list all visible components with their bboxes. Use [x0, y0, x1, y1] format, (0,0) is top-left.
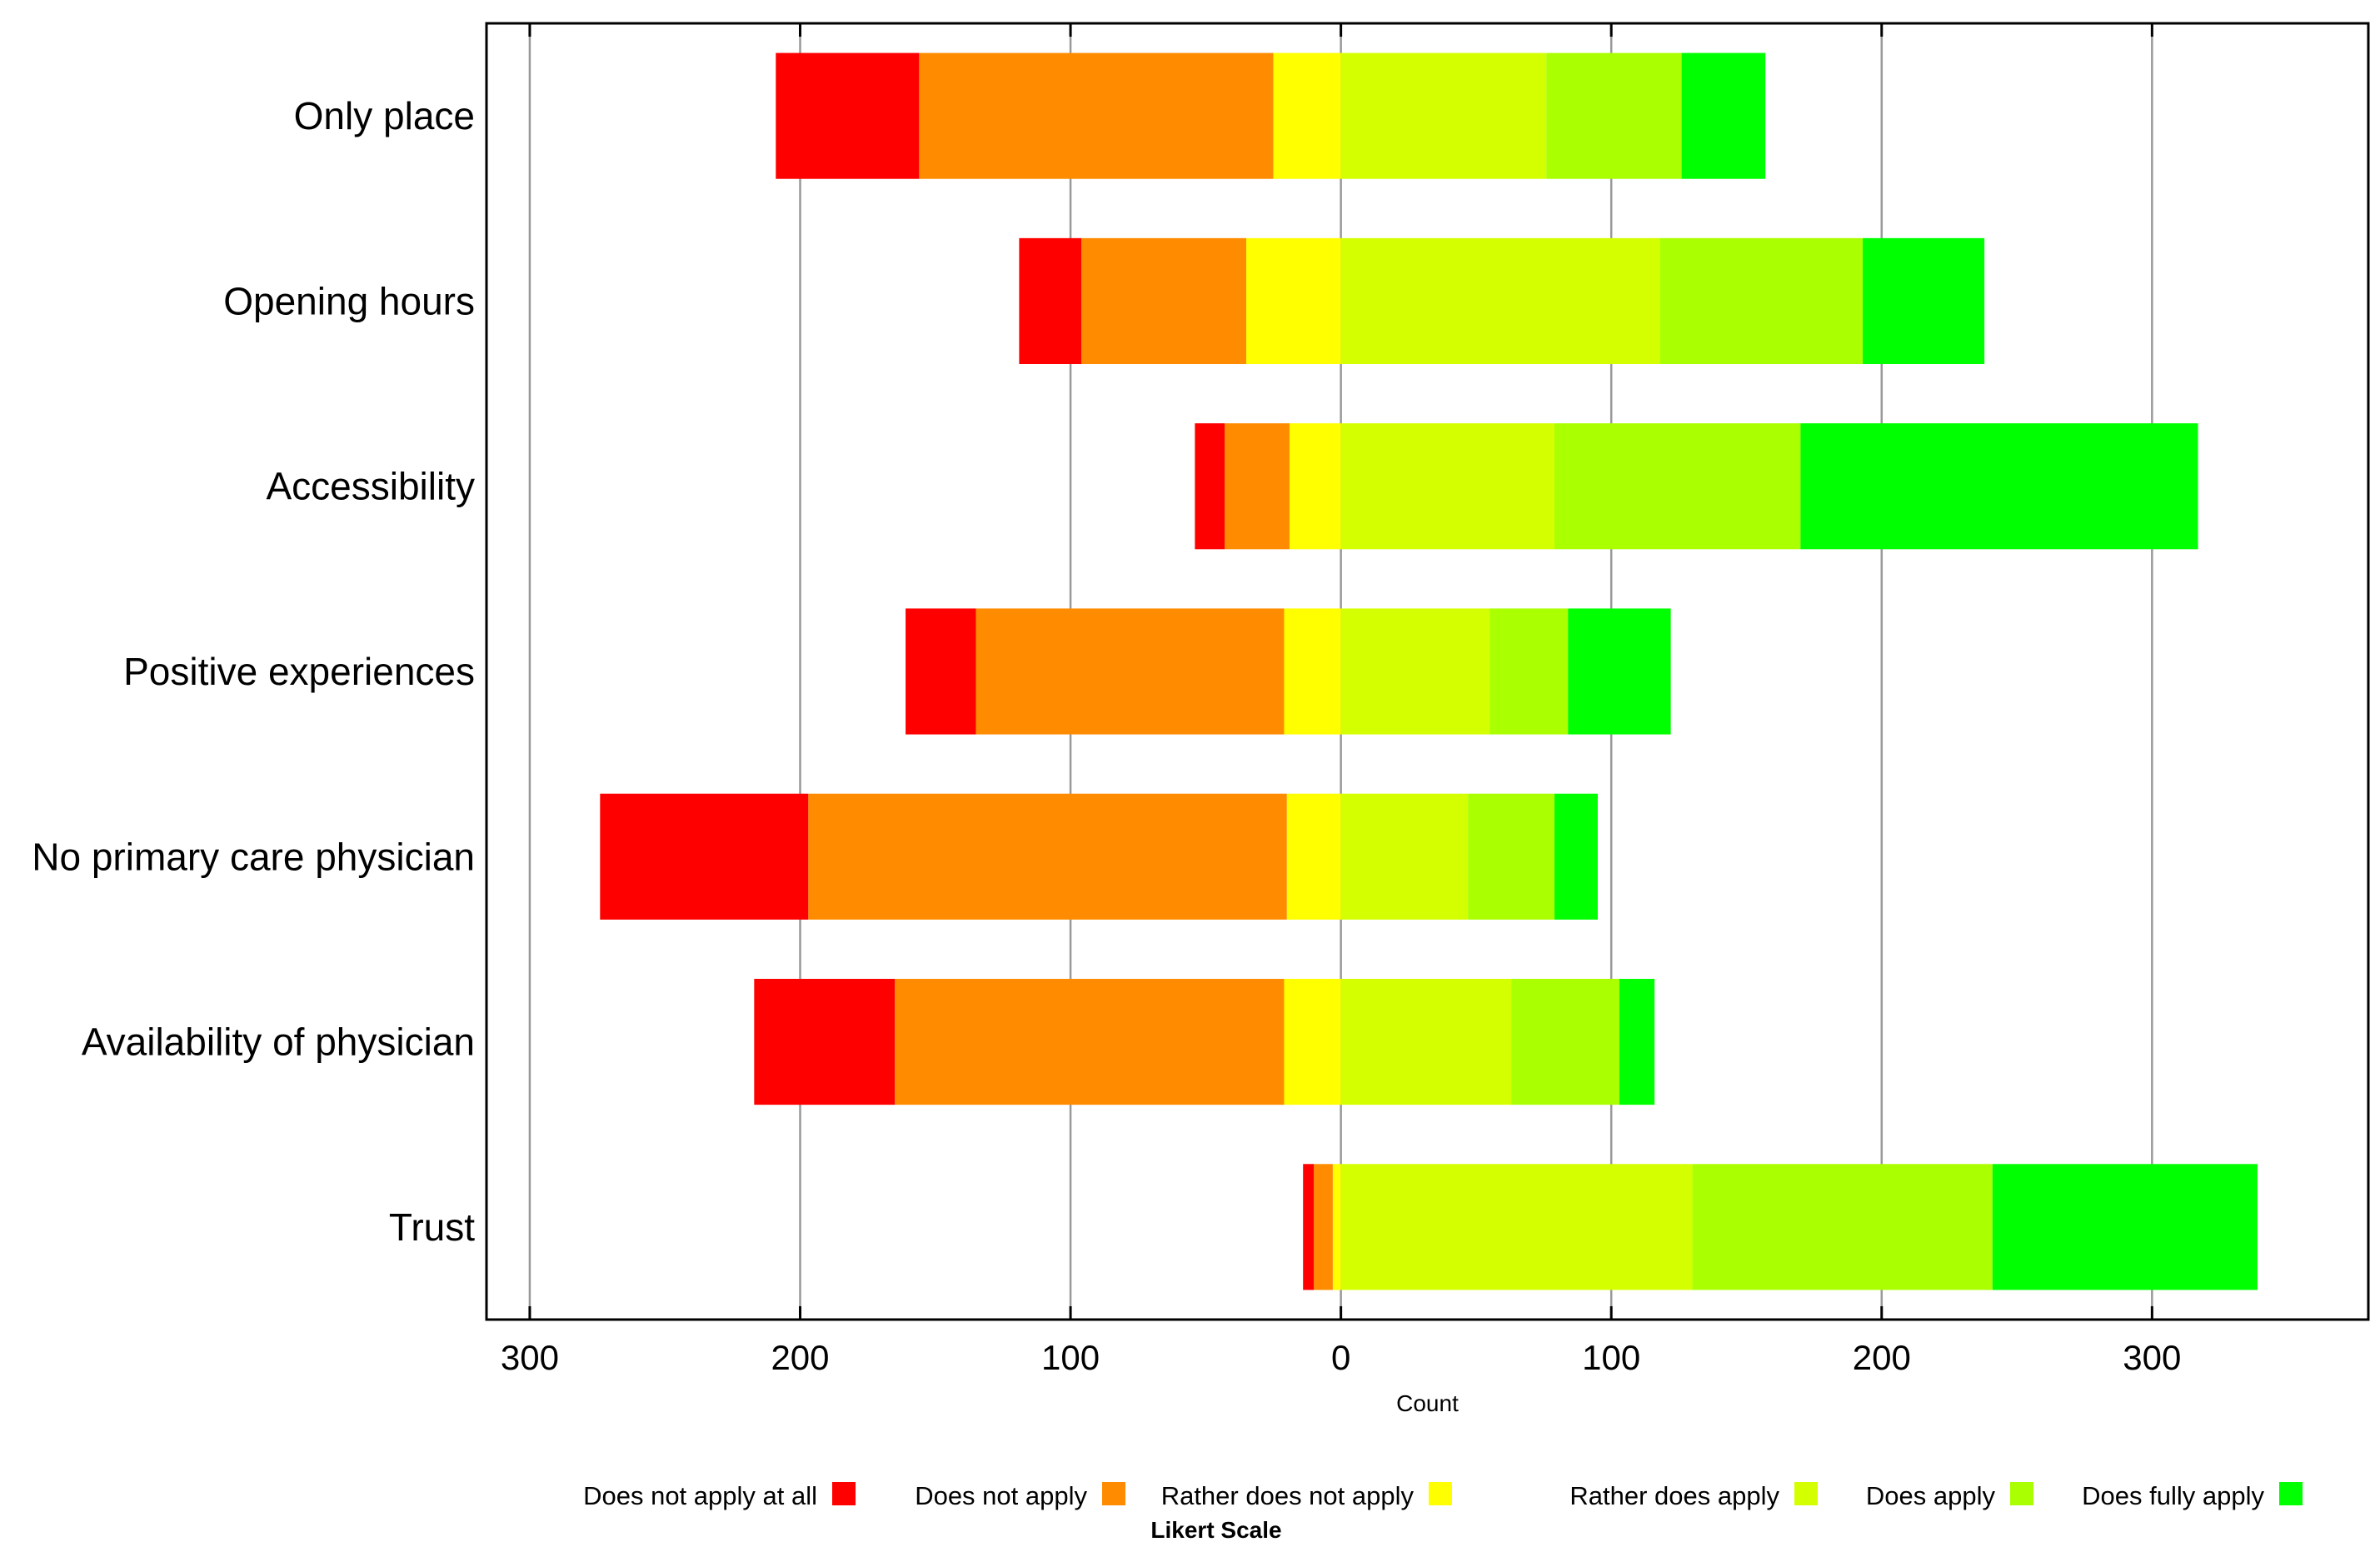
- x-tick-label: 300: [2123, 1338, 2181, 1377]
- legend-label: Rather does apply: [1569, 1481, 1779, 1510]
- bar-segment: [1314, 1164, 1333, 1290]
- bar-segment: [1992, 1164, 2258, 1290]
- category-label: Positive experiences: [123, 650, 475, 693]
- bar-segment: [1340, 978, 1512, 1105]
- category-labels: Only place Opening hours Accessibility Posi…: [32, 94, 475, 1249]
- legend-swatch: [832, 1482, 856, 1505]
- legend-swatch: [1102, 1482, 1125, 1505]
- x-tick-label: 0: [1331, 1338, 1350, 1377]
- bar-segment: [1800, 423, 2198, 550]
- bar-segment: [600, 793, 809, 920]
- legend-swatch: [2010, 1482, 2033, 1505]
- legend: Does not apply at all Does not apply Rathe…: [583, 1481, 2303, 1510]
- bar-segment: [1286, 793, 1341, 920]
- bar-segment: [1340, 237, 1660, 365]
- legend-label: Does fully apply: [2082, 1481, 2264, 1510]
- bar-segment: [1081, 237, 1247, 365]
- legend-swatch: [1429, 1482, 1452, 1505]
- bar-segment: [1681, 52, 1766, 179]
- x-tick-label: 300: [501, 1338, 559, 1377]
- bar-segment: [1284, 608, 1341, 735]
- x-axis-ticks: 300 200 100 0 100 200 300: [501, 23, 2181, 1377]
- bar-segment: [1019, 237, 1082, 365]
- x-tick-label: 100: [1041, 1338, 1100, 1377]
- bar-segment: [1273, 52, 1341, 179]
- bar-segment: [906, 608, 976, 735]
- bars: [600, 52, 2258, 1290]
- bar-segment: [1468, 793, 1555, 920]
- bar-segment: [1340, 608, 1490, 735]
- category-label: Opening hours: [223, 279, 475, 322]
- bar-segment: [1546, 52, 1682, 179]
- bar-segment: [1246, 237, 1341, 365]
- bar-segment: [975, 608, 1285, 735]
- bar-segment: [1340, 1164, 1693, 1290]
- bar-segment: [808, 793, 1287, 920]
- legend-label: Does not apply: [915, 1481, 1087, 1510]
- legend-swatch: [2279, 1482, 2303, 1505]
- x-axis-title: Count: [1396, 1390, 1459, 1416]
- plot-frame: [485, 22, 2370, 1321]
- bar-segment: [1659, 237, 1864, 365]
- category-label: Availability of physician: [82, 1021, 475, 1064]
- bar-segment: [1225, 423, 1290, 550]
- legend-title: Likert Scale: [1150, 1517, 1281, 1543]
- category-label: No primary care physician: [32, 835, 475, 878]
- bar-segment: [1332, 1164, 1341, 1290]
- legend-label: Does not apply at all: [583, 1481, 817, 1510]
- legend-label: Rather does not apply: [1161, 1481, 1415, 1510]
- bar-segment: [1303, 1164, 1315, 1290]
- bar-segment: [1511, 978, 1619, 1105]
- x-tick-label: 200: [1853, 1338, 1911, 1377]
- bar-segment: [1195, 423, 1225, 550]
- legend-swatch: [1794, 1482, 1818, 1505]
- bar-segment: [1489, 608, 1569, 735]
- bar-segment: [1568, 608, 1671, 735]
- bar-segment: [1340, 793, 1469, 920]
- bar-segment: [1289, 423, 1341, 550]
- category-label: Accessibility: [266, 465, 475, 508]
- bar-segment: [1340, 52, 1547, 179]
- bar-segment: [1554, 423, 1801, 550]
- bar-segment: [919, 52, 1274, 179]
- legend-label: Does apply: [1866, 1481, 1996, 1510]
- x-tick-label: 200: [771, 1338, 829, 1377]
- bar-segment: [754, 978, 896, 1105]
- bar-segment: [1619, 978, 1655, 1105]
- bar-segment: [1340, 423, 1555, 550]
- bar-segment: [1863, 237, 1985, 365]
- x-tick-label: 100: [1582, 1338, 1640, 1377]
- category-label: Only place: [294, 94, 475, 137]
- bar-segment: [776, 52, 920, 179]
- bar-segment: [1284, 978, 1341, 1105]
- bar-segment: [895, 978, 1285, 1105]
- category-label: Trust: [389, 1205, 475, 1249]
- bar-segment: [1692, 1164, 1993, 1290]
- bar-segment: [1554, 793, 1598, 920]
